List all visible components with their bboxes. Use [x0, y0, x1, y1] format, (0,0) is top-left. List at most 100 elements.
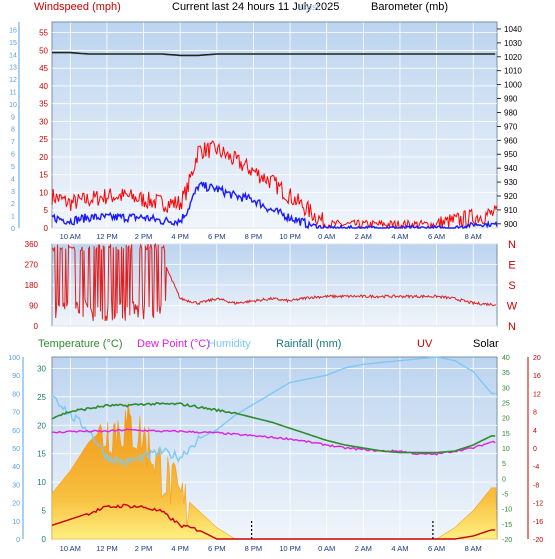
- compass-label: N: [508, 239, 516, 251]
- wind-left-tick-label: 10: [39, 188, 48, 197]
- uv-tick-label: -8: [533, 482, 539, 489]
- wind-left-tick-label: 0: [44, 224, 49, 233]
- wind-time-tick-label: 4 PM: [171, 232, 189, 241]
- temperature-tick-label: 30: [502, 385, 510, 392]
- wind-left-tick-label: 50: [39, 46, 48, 55]
- baro-tick-label: 950: [504, 150, 518, 159]
- uv-tick-label: 0: [533, 446, 537, 453]
- wind-time-tick-label: 2 PM: [135, 232, 153, 241]
- solar-tick-label: 25: [37, 393, 46, 402]
- beaufort-tick-label: 8: [11, 127, 15, 134]
- solar-tick-label: 10: [37, 478, 46, 487]
- uv-tick-label: 4: [533, 428, 537, 435]
- wind-left-tick-label: 30: [39, 117, 48, 126]
- direction-left-tick-label: 360: [25, 240, 39, 249]
- barometer-axis-title: Barometer (mb): [371, 1, 448, 13]
- baro-tick-label: 1010: [504, 67, 522, 76]
- lower-time-tick-label: 10 AM: [60, 544, 81, 553]
- humidity-tick-label: 90: [12, 373, 20, 380]
- baro-tick-label: 900: [504, 220, 518, 229]
- uv-tick-label: -20: [533, 537, 543, 544]
- temperature-tick-label: -5: [502, 492, 508, 499]
- compass-label: N: [508, 321, 516, 333]
- temperature-tick-label: 0: [502, 476, 506, 483]
- humidity-tick-label: 70: [12, 410, 20, 417]
- baro-tick-label: 1000: [504, 81, 522, 90]
- solar-tick-label: 20: [37, 421, 46, 430]
- wind-left-tick-label: 35: [39, 100, 48, 109]
- barometer-series-line: [52, 51, 496, 57]
- legend-solar: Solar: [473, 338, 499, 350]
- humidity-tick-label: 60: [12, 428, 20, 435]
- wind-legend-faint: Gust. --: [300, 2, 330, 12]
- uv-tick-label: 12: [533, 391, 541, 398]
- humidity-tick-label: 30: [12, 482, 20, 489]
- humidity-tick-label: 80: [12, 391, 20, 398]
- humidity-tick-label: 100: [8, 355, 20, 362]
- baro-tick-label: 1020: [504, 53, 522, 62]
- humidity-tick-label: 0: [16, 537, 20, 544]
- wind-time-tick-label: 8 PM: [245, 232, 263, 241]
- solar-tick-label: 0: [42, 535, 47, 544]
- lower-time-tick-label: 4 PM: [171, 544, 189, 553]
- wind-time-tick-label: 8 AM: [465, 232, 482, 241]
- beaufort-tick-label: 7: [11, 139, 15, 146]
- wind-left-tick-label: 20: [39, 153, 48, 162]
- baro-tick-label: 1030: [504, 39, 522, 48]
- temperature-tick-label: -15: [502, 522, 512, 529]
- legend-temperature: Temperature (°C): [38, 338, 122, 350]
- baro-tick-label: 990: [504, 95, 518, 104]
- lower-time-tick-label: 2 PM: [135, 544, 153, 553]
- humidity-tick-label: 10: [12, 519, 20, 526]
- windspeed-axis-title: Windspeed (mph): [34, 1, 121, 13]
- wind-time-tick-label: 4 AM: [391, 232, 408, 241]
- beaufort-tick-label: 6: [11, 152, 15, 159]
- compass-label: E: [508, 260, 515, 272]
- solar-tick-label: 5: [42, 507, 47, 516]
- direction-left-tick-label: 90: [29, 302, 38, 311]
- solar-tick-label: 15: [37, 450, 46, 459]
- beaufort-tick-label: 2: [11, 201, 15, 208]
- temperature-tick-label: -10: [502, 507, 512, 514]
- temperature-tick-label: 20: [502, 416, 510, 423]
- lower-time-tick-label: 4 AM: [391, 544, 408, 553]
- beaufort-tick-label: 16: [9, 27, 17, 34]
- legend-dewpoint: Dew Point (°C): [137, 338, 210, 350]
- lower-time-tick-label: 8 AM: [465, 544, 482, 553]
- baro-tick-label: 910: [504, 206, 518, 215]
- uv-tick-label: 20: [533, 355, 541, 362]
- beaufort-tick-label: 1: [11, 214, 15, 221]
- baro-tick-label: 980: [504, 108, 518, 117]
- compass-label: S: [508, 280, 515, 292]
- beaufort-tick-label: 15: [9, 40, 17, 47]
- temperature-tick-label: 25: [502, 401, 510, 408]
- beaufort-tick-label: 0: [11, 226, 15, 233]
- lower-time-tick-label: 12 PM: [96, 544, 118, 553]
- humidity-tick-label: 50: [12, 446, 20, 453]
- temperature-tick-label: 40: [502, 355, 510, 362]
- baro-tick-label: 940: [504, 164, 518, 173]
- beaufort-tick-label: 12: [9, 77, 17, 84]
- wind-left-tick-label: 25: [39, 135, 48, 144]
- lower-time-tick-label: 10 PM: [279, 544, 301, 553]
- uv-tick-label: 16: [533, 373, 541, 380]
- beaufort-tick-label: 11: [9, 89, 16, 96]
- uv-tick-label: -16: [533, 519, 543, 526]
- chart-title: Current last 24 hours 11 July 2025: [172, 1, 339, 13]
- humidity-tick-label: 40: [12, 464, 20, 471]
- wind-time-tick-label: 0 AM: [318, 232, 335, 241]
- gust-series-line: [51, 140, 498, 230]
- temperature-tick-label: 5: [502, 461, 506, 468]
- lower-time-tick-label: 6 AM: [428, 544, 445, 553]
- baro-tick-label: 960: [504, 136, 518, 145]
- wind-left-tick-label: 45: [39, 64, 48, 73]
- solar-tick-label: 30: [37, 364, 46, 373]
- wind-time-tick-label: 6 PM: [208, 232, 226, 241]
- beaufort-tick-label: 5: [11, 164, 15, 171]
- wind-left-tick-label: 15: [39, 171, 48, 180]
- wind-left-tick-label: 55: [39, 29, 48, 38]
- beaufort-tick-label: 9: [11, 114, 15, 121]
- uv-tick-label: -4: [533, 464, 539, 471]
